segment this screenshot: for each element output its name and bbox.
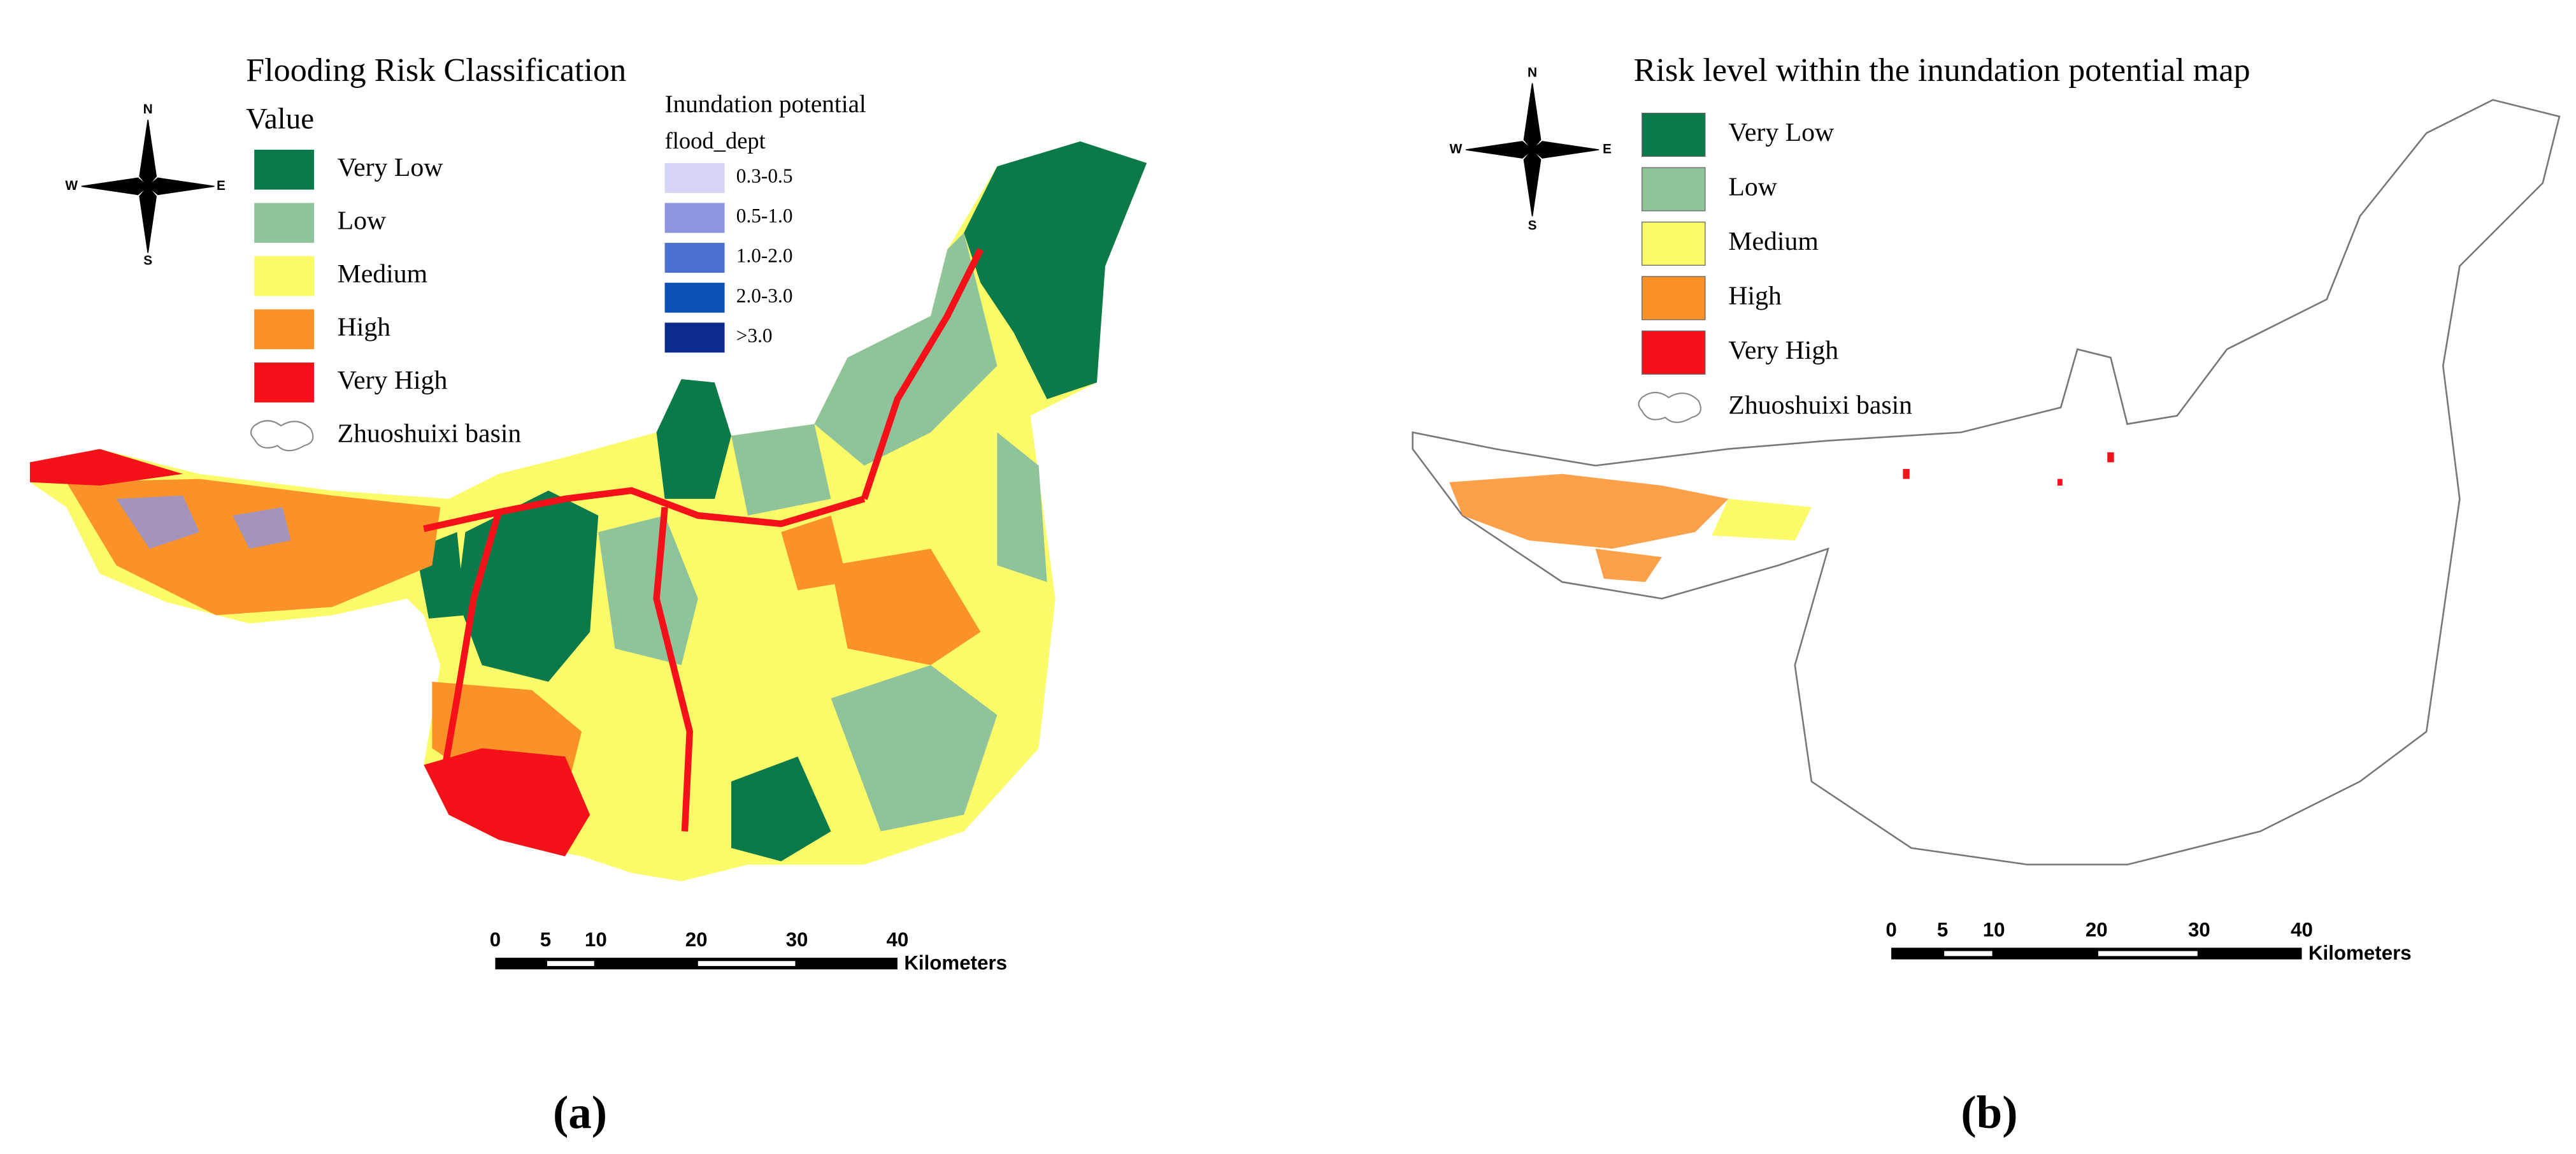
legend-swatch bbox=[1642, 112, 1706, 157]
compass-s: S bbox=[1528, 219, 1537, 233]
legend-label: Zhuoshuixi basin bbox=[1728, 391, 1912, 420]
compass-n: N bbox=[143, 102, 153, 117]
labels: N S W E N S W E bbox=[65, 65, 1612, 268]
legend-swatch bbox=[254, 309, 315, 350]
scale-tick-label: 40 bbox=[886, 928, 908, 951]
compass-w: W bbox=[65, 178, 78, 193]
scale-tick-label: 30 bbox=[786, 928, 808, 951]
scale-bar-segment bbox=[1944, 951, 1993, 956]
legend-label: 1.0-2.0 bbox=[736, 245, 793, 267]
basin-icon bbox=[250, 420, 314, 452]
legend-swatch bbox=[254, 362, 315, 403]
legend-label: >3.0 bbox=[736, 324, 773, 347]
scale-tick-label: 10 bbox=[1983, 918, 2005, 941]
inundation-field: flood_dept bbox=[665, 127, 766, 154]
scale-tick-label: 10 bbox=[585, 928, 607, 951]
legend-label: 2.0-3.0 bbox=[736, 284, 793, 307]
high-patches bbox=[1449, 473, 1729, 582]
very-high-patches bbox=[1903, 452, 2114, 486]
scale-tick-label: 20 bbox=[685, 928, 708, 951]
legend-label: High bbox=[1728, 281, 1782, 310]
legend-heading: Value bbox=[246, 102, 314, 135]
legend-label: 0.5-1.0 bbox=[736, 205, 793, 227]
legend-swatch bbox=[664, 322, 725, 353]
scale-tick-label: 40 bbox=[2291, 918, 2313, 941]
compass-e: E bbox=[217, 178, 225, 193]
legend-swatch bbox=[1642, 221, 1706, 266]
legend-swatch bbox=[1642, 167, 1706, 212]
scale-bar-segment bbox=[2098, 951, 2198, 956]
medium-patches bbox=[1712, 498, 1812, 541]
risk-map bbox=[29, 141, 1147, 881]
legend-swatch bbox=[1642, 330, 1706, 375]
scale-tick-label: 0 bbox=[1885, 918, 1896, 941]
legend-label: Low bbox=[338, 206, 387, 235]
compass-s: S bbox=[143, 253, 152, 268]
panel-title: Flooding Risk Classification bbox=[246, 52, 626, 89]
risk-in-inundation-map bbox=[1412, 99, 2561, 866]
scale-unit: Kilometers bbox=[904, 952, 1007, 974]
inundation-zones bbox=[116, 495, 291, 549]
scale-tick-label: 20 bbox=[2086, 918, 2108, 941]
compass-e: E bbox=[1603, 141, 1612, 156]
scale-bar-frame bbox=[495, 957, 898, 970]
scale-tick-label: 0 bbox=[490, 928, 501, 951]
rivers bbox=[423, 248, 984, 832]
legend-label: 0.3-0.5 bbox=[736, 165, 793, 187]
legend-label: Medium bbox=[338, 259, 427, 289]
compass-w: W bbox=[1450, 141, 1463, 156]
legend-swatch bbox=[664, 282, 725, 313]
panel-label: (a) bbox=[553, 1086, 607, 1138]
legend-swatch bbox=[664, 162, 725, 193]
compass-n: N bbox=[1528, 65, 1537, 80]
basin-icon bbox=[1638, 391, 1701, 423]
legend-label: Very High bbox=[338, 366, 448, 395]
north-arrow bbox=[1466, 83, 1599, 217]
north-arrow bbox=[81, 119, 215, 253]
legend-label: Very High bbox=[1728, 336, 1838, 365]
legend-label: Very Low bbox=[338, 153, 443, 182]
scale-bar-frame bbox=[1891, 948, 2302, 960]
scale-tick-label: 5 bbox=[540, 928, 551, 951]
legend-label: High bbox=[338, 312, 391, 342]
scale-tick-label: 5 bbox=[1937, 918, 1948, 941]
scale-unit: Kilometers bbox=[2308, 942, 2412, 964]
scale-bar-segment bbox=[547, 961, 594, 967]
legend-label: Medium bbox=[1728, 227, 1818, 256]
legend-swatch bbox=[254, 149, 315, 190]
legend-swatch bbox=[254, 256, 315, 296]
legend-label: Zhuoshuixi basin bbox=[338, 419, 522, 448]
legend-swatch bbox=[664, 243, 725, 273]
legend-label: Low bbox=[1728, 173, 1777, 202]
legend-swatch bbox=[664, 203, 725, 233]
low-zones bbox=[598, 233, 1047, 832]
legend-swatch bbox=[1642, 276, 1706, 321]
panel-title: Risk level within the inundation potenti… bbox=[1634, 52, 2250, 89]
legend-swatch bbox=[254, 203, 315, 243]
panel-label: (b) bbox=[1961, 1086, 2017, 1138]
very-high-zones bbox=[29, 449, 590, 856]
basin-outline bbox=[1412, 99, 2561, 866]
inundation-title: Inundation potential bbox=[665, 90, 866, 118]
scale-tick-label: 30 bbox=[2188, 918, 2210, 941]
legend-label: Very Low bbox=[1728, 118, 1834, 147]
scale-bar-segment bbox=[698, 961, 796, 967]
